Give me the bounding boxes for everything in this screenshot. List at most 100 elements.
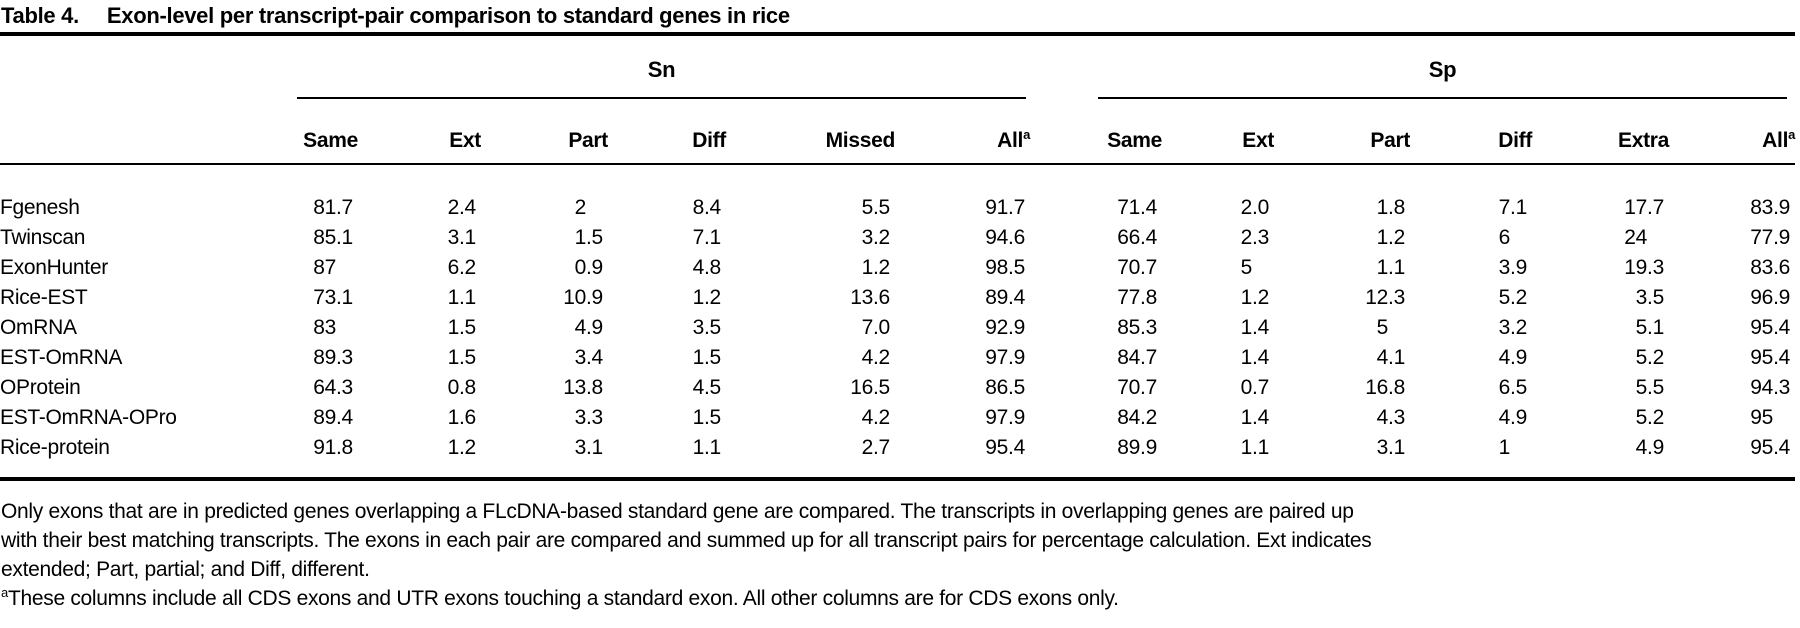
value-cell: 1.2	[1240, 286, 1270, 309]
value-cell: 4.3	[1376, 406, 1406, 429]
footnote-text: These columns include all CDS exons and …	[7, 587, 1119, 610]
value-cell: 1.5	[447, 346, 477, 369]
column-header: Part	[481, 99, 608, 165]
value-cell: 16.8	[1365, 376, 1405, 399]
value-cell: 91.7	[985, 196, 1025, 219]
table-row: OmRNA 83 1.5 4.9 3.5 7.0 92.9 85.3 1.4 5 3.2 5.1 95.…	[0, 313, 1795, 343]
value-cell: 95.4	[1750, 436, 1790, 459]
table-title-text: Exon-level per transcript-pair compariso…	[106, 3, 790, 28]
table-head: Sn Sp Same Ext Part Diff Missed Alla Same Ext Pa…	[0, 34, 1795, 165]
group-label-sn: Sn	[297, 58, 1027, 99]
value-cell: 8.4	[692, 196, 722, 219]
group-header-row: Sn Sp	[0, 34, 1795, 99]
column-header: Missed	[726, 99, 895, 165]
table-row: Fgenesh 81.7 2.4 2 8.4 5.5 91.7 71.4 2.0 1.8 7.1 17…	[0, 164, 1795, 223]
footnote: aThese columns include all CDS exons and…	[1, 584, 1800, 613]
value-cell: 16.5	[850, 376, 890, 399]
value-cell: 17.7	[1624, 196, 1664, 219]
table-number: Table 4.	[1, 3, 79, 28]
value-cell: 5.2	[1635, 346, 1665, 369]
row-label: EST-OmRNA-OPro	[0, 406, 177, 429]
value-cell: 94.3	[1750, 376, 1790, 399]
value-cell: 2.4	[447, 196, 477, 219]
row-label: EST-OmRNA	[0, 346, 123, 369]
value-cell: 1.8	[1376, 196, 1406, 219]
value-cell: 77.8	[1117, 286, 1157, 309]
value-cell: 94.6	[985, 226, 1025, 249]
table-row: EST-OmRNA-OPro 89.4 1.6 3.3 1.5 4.2 97.9 84.2 1.…	[0, 403, 1795, 433]
row-label: Rice-EST	[0, 286, 88, 309]
value-cell: 97.9	[985, 346, 1025, 369]
column-header: Alla	[895, 99, 1031, 165]
column-header: Diff	[1410, 99, 1532, 165]
value-cell: 4.9	[1498, 406, 1528, 429]
column-header-stub	[0, 99, 250, 165]
value-cell: 87	[313, 256, 336, 279]
value-cell: 85.3	[1117, 316, 1157, 339]
value-cell: 10.9	[563, 286, 603, 309]
value-cell: 89.9	[1117, 436, 1157, 459]
value-cell: 81.7	[313, 196, 353, 219]
value-cell: 70.7	[1117, 256, 1157, 279]
value-cell: 97.9	[985, 406, 1025, 429]
value-cell: 71.4	[1117, 196, 1157, 219]
value-cell: 1.4	[1240, 346, 1270, 369]
value-cell: 73.1	[313, 286, 353, 309]
group-header-sp: Sp	[1030, 34, 1795, 99]
value-cell: 2.7	[861, 436, 891, 459]
value-cell: 92.9	[985, 316, 1025, 339]
value-cell: 95.4	[1750, 316, 1790, 339]
value-cell: 89.4	[313, 406, 353, 429]
value-cell: 89.3	[313, 346, 353, 369]
column-header: Diff	[608, 99, 726, 165]
table-row: Rice-EST 73.1 1.1 10.9 1.2 13.6 89.4 77.8 1.2 12.…	[0, 283, 1795, 313]
value-cell: 1.4	[1240, 406, 1270, 429]
column-header: Ext	[1162, 99, 1274, 165]
value-cell: 24	[1624, 226, 1648, 249]
row-label: ExonHunter	[0, 256, 108, 279]
footer-note-line: Only exons that are in predicted genes o…	[1, 500, 1354, 523]
value-cell: 13.6	[850, 286, 890, 309]
value-cell: 3.1	[574, 436, 604, 459]
value-cell: 77.9	[1750, 226, 1790, 249]
value-cell: 1.5	[447, 316, 477, 339]
value-cell: 3.5	[1635, 286, 1665, 309]
value-cell: 5	[1240, 256, 1253, 279]
value-cell: 0.9	[574, 256, 604, 279]
table-row: Rice-protein 91.8 1.2 3.1 1.1 2.7 95.4 89.9 1.1 3…	[0, 433, 1795, 479]
value-cell: 83.6	[1750, 256, 1790, 279]
column-header-superscript: a	[1023, 127, 1031, 142]
row-label: Fgenesh	[0, 196, 80, 219]
value-cell: 95.4	[985, 436, 1025, 459]
value-cell: 1	[1498, 436, 1511, 459]
table-title: Table 4. Exon-level per transcript-pair c…	[0, 0, 1800, 32]
table-row: OProtein 64.3 0.8 13.8 4.5 16.5 86.5 70.7 0.7 16.…	[0, 373, 1795, 403]
value-cell: 3.4	[574, 346, 604, 369]
value-cell: 85.1	[313, 226, 353, 249]
value-cell: 1.5	[574, 226, 604, 249]
value-cell: 2	[574, 196, 587, 219]
value-cell: 66.4	[1117, 226, 1157, 249]
column-header: Same	[1030, 99, 1162, 165]
value-cell: 70.7	[1117, 376, 1157, 399]
value-cell: 83	[313, 316, 336, 339]
value-cell: 6.5	[1498, 376, 1528, 399]
table-row: ExonHunter 87 6.2 0.9 4.8 1.2 98.5 70.7 5 1.1 3.9 1…	[0, 253, 1795, 283]
value-cell: 91.8	[313, 436, 353, 459]
value-cell: 4.9	[1498, 346, 1528, 369]
column-header: Same	[250, 99, 358, 165]
value-cell: 96.9	[1750, 286, 1790, 309]
value-cell: 64.3	[313, 376, 353, 399]
value-cell: 86.5	[985, 376, 1025, 399]
value-cell: 84.2	[1117, 406, 1157, 429]
row-label: OmRNA	[0, 316, 77, 339]
table-footer: Only exons that are in predicted genes o…	[0, 497, 1800, 613]
value-cell: 12.3	[1365, 286, 1405, 309]
group-header-sn: Sn	[250, 34, 1030, 99]
value-cell: 3.2	[861, 226, 891, 249]
value-cell: 4.9	[1635, 436, 1665, 459]
value-cell: 5	[1376, 316, 1389, 339]
column-header-row: Same Ext Part Diff Missed Alla Same Ext Part Diff…	[0, 99, 1795, 165]
value-cell: 19.3	[1624, 256, 1664, 279]
value-cell: 6	[1498, 226, 1511, 249]
